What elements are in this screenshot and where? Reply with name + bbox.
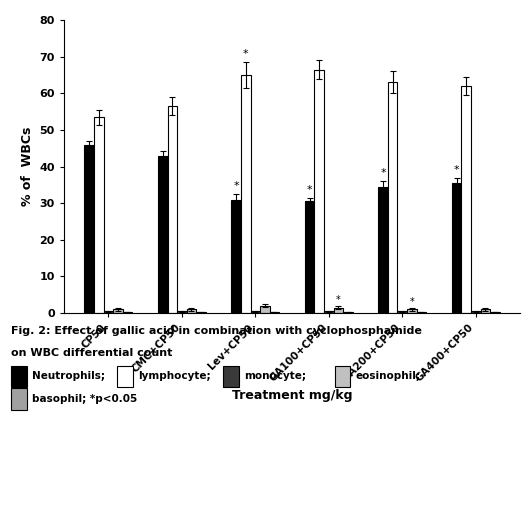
Bar xyxy=(84,144,94,313)
Text: *: * xyxy=(409,297,414,307)
Bar xyxy=(232,199,241,313)
Bar xyxy=(305,201,314,313)
Y-axis label: % of  WBCs: % of WBCs xyxy=(21,127,33,207)
Bar xyxy=(123,312,132,313)
Bar xyxy=(251,311,260,313)
Bar xyxy=(343,312,353,313)
Text: *: * xyxy=(307,185,313,195)
Text: *: * xyxy=(234,181,239,191)
Bar xyxy=(270,312,279,313)
Bar xyxy=(461,86,471,313)
Text: *: * xyxy=(454,165,459,175)
Bar xyxy=(398,311,407,313)
Text: Fig. 2: Effect of gallic acid in combination with cyclophosphamide: Fig. 2: Effect of gallic acid in combina… xyxy=(11,326,422,336)
Bar xyxy=(186,310,196,313)
Bar xyxy=(196,312,205,313)
Bar xyxy=(113,310,123,313)
Bar xyxy=(314,70,324,313)
Bar xyxy=(388,82,398,313)
Text: Neutrophils;: Neutrophils; xyxy=(32,371,105,381)
Bar xyxy=(158,156,167,313)
Bar xyxy=(490,312,500,313)
Bar xyxy=(260,306,270,313)
Text: basophil; *p<0.05: basophil; *p<0.05 xyxy=(32,394,137,404)
Text: on WBC differential count: on WBC differential count xyxy=(11,348,172,359)
X-axis label: Treatment mg/kg: Treatment mg/kg xyxy=(232,389,352,402)
Text: *: * xyxy=(243,49,249,60)
Bar xyxy=(94,117,104,313)
Text: *: * xyxy=(380,168,386,178)
Bar xyxy=(407,310,417,313)
Bar xyxy=(471,311,481,313)
Bar xyxy=(104,311,113,313)
Text: lymphocyte;: lymphocyte; xyxy=(138,371,211,381)
Bar xyxy=(241,75,251,313)
Bar xyxy=(333,308,343,313)
Text: monocyte;: monocyte; xyxy=(244,371,306,381)
Bar xyxy=(324,311,333,313)
Bar xyxy=(417,312,426,313)
Text: *: * xyxy=(336,295,341,305)
Bar xyxy=(167,106,177,313)
Bar xyxy=(177,311,186,313)
Bar xyxy=(379,187,388,313)
Bar xyxy=(452,183,461,313)
Bar xyxy=(481,310,490,313)
Text: eosinophil;: eosinophil; xyxy=(356,371,421,381)
